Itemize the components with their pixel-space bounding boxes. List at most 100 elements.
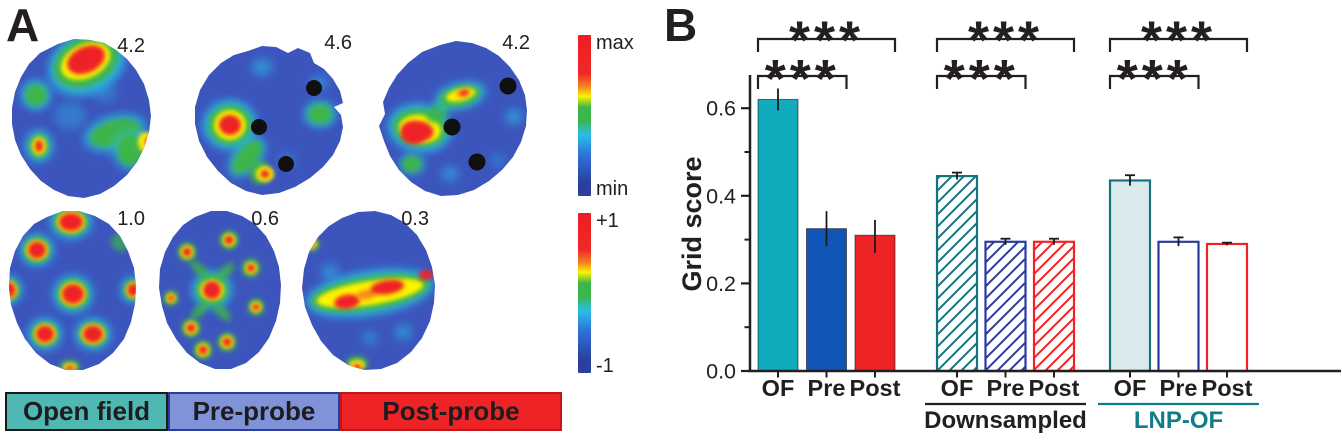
colorbar-minus1-label: -1 (596, 355, 614, 377)
bar-category-label: Pre (808, 375, 846, 401)
colorbar-autocorr (578, 213, 591, 373)
panel-b-label: B (664, 0, 698, 51)
sig-bracket (935, 74, 1027, 89)
legend-pre-probe: Pre-probe (168, 392, 340, 431)
probe-dot (499, 77, 517, 95)
hotspot (20, 234, 54, 266)
bar-of-group2 (935, 174, 979, 373)
bar-post-group3 (1205, 242, 1249, 373)
hotspot (434, 81, 486, 111)
rate-map-peak-value: 4.2 (502, 32, 530, 54)
hotspot (50, 211, 92, 239)
hotspot (248, 299, 264, 315)
hotspot (178, 243, 196, 261)
sig-bracket (1108, 74, 1200, 89)
legend-open-field: Open field (5, 392, 168, 431)
rate-map-open-field (12, 39, 151, 198)
rate-map-post-probe (379, 41, 527, 196)
rate-map-peak-value: 4.6 (324, 32, 352, 54)
bar-category-label: OF (762, 375, 795, 401)
hotspot (192, 271, 232, 309)
legend-post-probe-label: Post-probe (382, 396, 520, 426)
sig-stars: *** (789, 11, 864, 71)
hotspot (203, 100, 257, 150)
y-tick-label: 0.6 (706, 97, 736, 121)
sig-stars: *** (765, 49, 840, 109)
autocorr-open-field (9, 211, 136, 370)
group-label: Downsampled (924, 407, 1087, 434)
bar-post-group1 (854, 234, 896, 372)
hotspot (53, 275, 93, 313)
sig-bracket (756, 74, 848, 89)
probe-dot (306, 80, 322, 96)
probe-dot (251, 119, 267, 135)
bar-pre-group2 (984, 240, 1027, 373)
hotspot (346, 356, 368, 370)
autocorr-post-probe (302, 211, 435, 370)
hotspot (218, 333, 236, 351)
bar-category-label: Post (850, 375, 901, 401)
colorbar-rate (578, 35, 591, 196)
sig-stars: *** (1141, 11, 1216, 71)
y-tick-label: 0.4 (706, 184, 736, 208)
hotspot (182, 319, 200, 337)
hotspot (194, 341, 212, 359)
hotspot (112, 130, 151, 170)
group-label: LNP-OF (1134, 407, 1223, 434)
sig-stars: *** (944, 49, 1019, 109)
legend-pre-probe-label: Pre-probe (192, 396, 316, 426)
bar-category-label: Post (1202, 375, 1253, 401)
sig-stars: *** (1117, 49, 1192, 109)
autocorr-grid-score: 0.6 (251, 208, 279, 230)
bar-post-group2 (1032, 240, 1076, 373)
hotspot (9, 276, 22, 304)
hotspot (121, 277, 136, 303)
hotspot (48, 39, 126, 96)
rate-map-pre-probe (195, 46, 343, 195)
rate-map-peak-value: 4.2 (117, 35, 145, 57)
probe-dot (443, 118, 461, 136)
probe-dot (278, 156, 294, 172)
colorbar-plus1-label: +1 (596, 210, 619, 232)
bar-of-group3 (1108, 179, 1152, 373)
hotspot (399, 153, 425, 175)
colorbar-min-label: min (596, 178, 629, 200)
hotspot (164, 291, 178, 305)
legend-post-probe: Post-probe (340, 392, 562, 431)
bar-category-label: OF (941, 375, 974, 401)
hotspot-band (306, 269, 434, 317)
hotspot (28, 318, 62, 350)
condition-legend: Open field Pre-probe Post-probe (5, 392, 562, 431)
y-axis-title: Grid score (677, 156, 707, 291)
bar-category-label: Pre (1160, 375, 1198, 401)
hotspot (75, 318, 111, 350)
bar-pre-group3 (1157, 240, 1200, 373)
sig-bracket (1108, 37, 1249, 52)
legend-open-field-label: Open field (22, 396, 151, 426)
panel-a-label: A (6, 0, 40, 51)
bar-category-label: Post (1029, 375, 1080, 401)
sig-bracket (935, 37, 1076, 52)
autocorr-pre-probe (159, 211, 281, 369)
y-tick-label: 0.0 (706, 360, 736, 384)
bar-of-group1 (757, 98, 799, 372)
hotspot (242, 259, 260, 277)
hotspot (304, 101, 336, 127)
sig-bracket (756, 37, 897, 52)
sig-stars: *** (968, 11, 1043, 71)
probe-dot (468, 153, 486, 171)
bar-pre-group1 (806, 228, 847, 372)
hotspot (25, 130, 53, 162)
autocorr-grid-score: 1.0 (117, 208, 145, 230)
bar-category-label: Pre (987, 375, 1025, 401)
colorbar-max-label: max (596, 32, 634, 54)
hotspot (303, 237, 319, 251)
bar-category-label: OF (1114, 375, 1147, 401)
hotspot (60, 360, 80, 370)
hotspot (21, 80, 51, 110)
hotspot (256, 166, 274, 182)
hotspot (220, 231, 238, 249)
autocorr-grid-score: 0.3 (401, 208, 429, 230)
